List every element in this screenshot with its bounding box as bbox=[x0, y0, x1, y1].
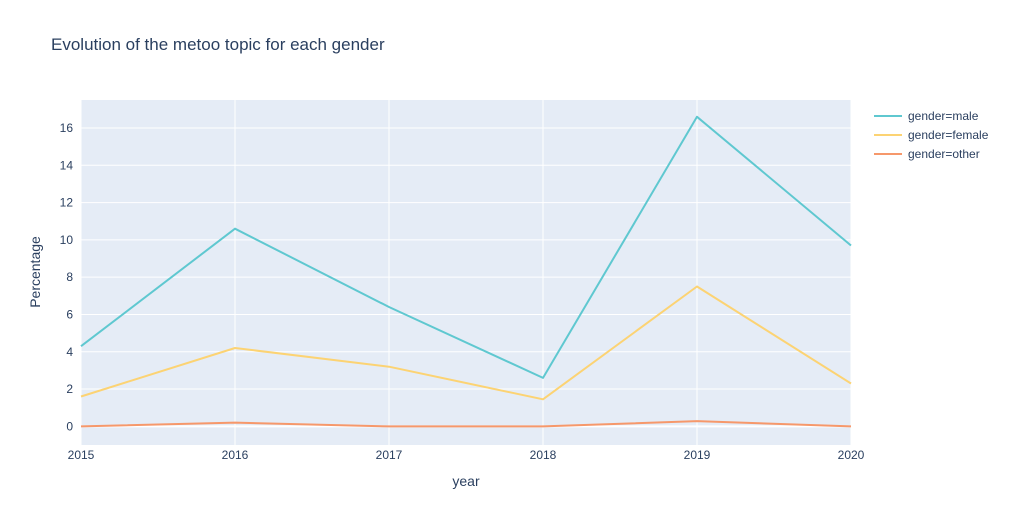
x-axis-title: year bbox=[452, 473, 480, 489]
chart-title: Evolution of the metoo topic for each ge… bbox=[51, 35, 385, 54]
x-tick-label: 2017 bbox=[376, 448, 403, 462]
legend-item[interactable]: gender=male bbox=[874, 109, 979, 123]
legend[interactable]: gender=male gender=female gender=other bbox=[874, 109, 989, 161]
series-line-gender-female bbox=[80, 285, 852, 401]
legend-label: gender=male bbox=[908, 109, 979, 123]
x-tick-label: 2016 bbox=[222, 448, 249, 462]
y-axis-title: Percentage bbox=[27, 236, 43, 308]
legend-item[interactable]: gender=other bbox=[874, 147, 980, 161]
y-tick-label: 4 bbox=[66, 345, 73, 359]
y-tick-label: 8 bbox=[66, 270, 73, 284]
series-lines bbox=[80, 115, 852, 428]
legend-item[interactable]: gender=female bbox=[874, 128, 989, 142]
series-line-gender-other bbox=[80, 420, 852, 428]
y-tick-label: 2 bbox=[66, 382, 73, 396]
series-line-gender-male bbox=[80, 115, 852, 379]
y-tick-label: 12 bbox=[60, 196, 74, 210]
y-tick-label: 6 bbox=[66, 307, 73, 321]
plot-area bbox=[81, 100, 851, 445]
y-tick-label: 14 bbox=[60, 158, 74, 172]
x-tick-label: 2018 bbox=[530, 448, 557, 462]
y-axis-ticks: 0 2 4 6 8 10 12 14 16 bbox=[60, 121, 74, 433]
y-tick-label: 0 bbox=[66, 419, 73, 433]
x-axis-ticks: 2015 2016 2017 2018 2019 2020 bbox=[68, 448, 865, 462]
grid-lines bbox=[80, 100, 852, 445]
x-tick-label: 2019 bbox=[684, 448, 711, 462]
y-tick-label: 10 bbox=[60, 233, 74, 247]
x-tick-label: 2020 bbox=[838, 448, 865, 462]
y-tick-label: 16 bbox=[60, 121, 74, 135]
legend-label: gender=other bbox=[908, 147, 980, 161]
x-tick-label: 2015 bbox=[68, 448, 95, 462]
legend-label: gender=female bbox=[908, 128, 989, 142]
